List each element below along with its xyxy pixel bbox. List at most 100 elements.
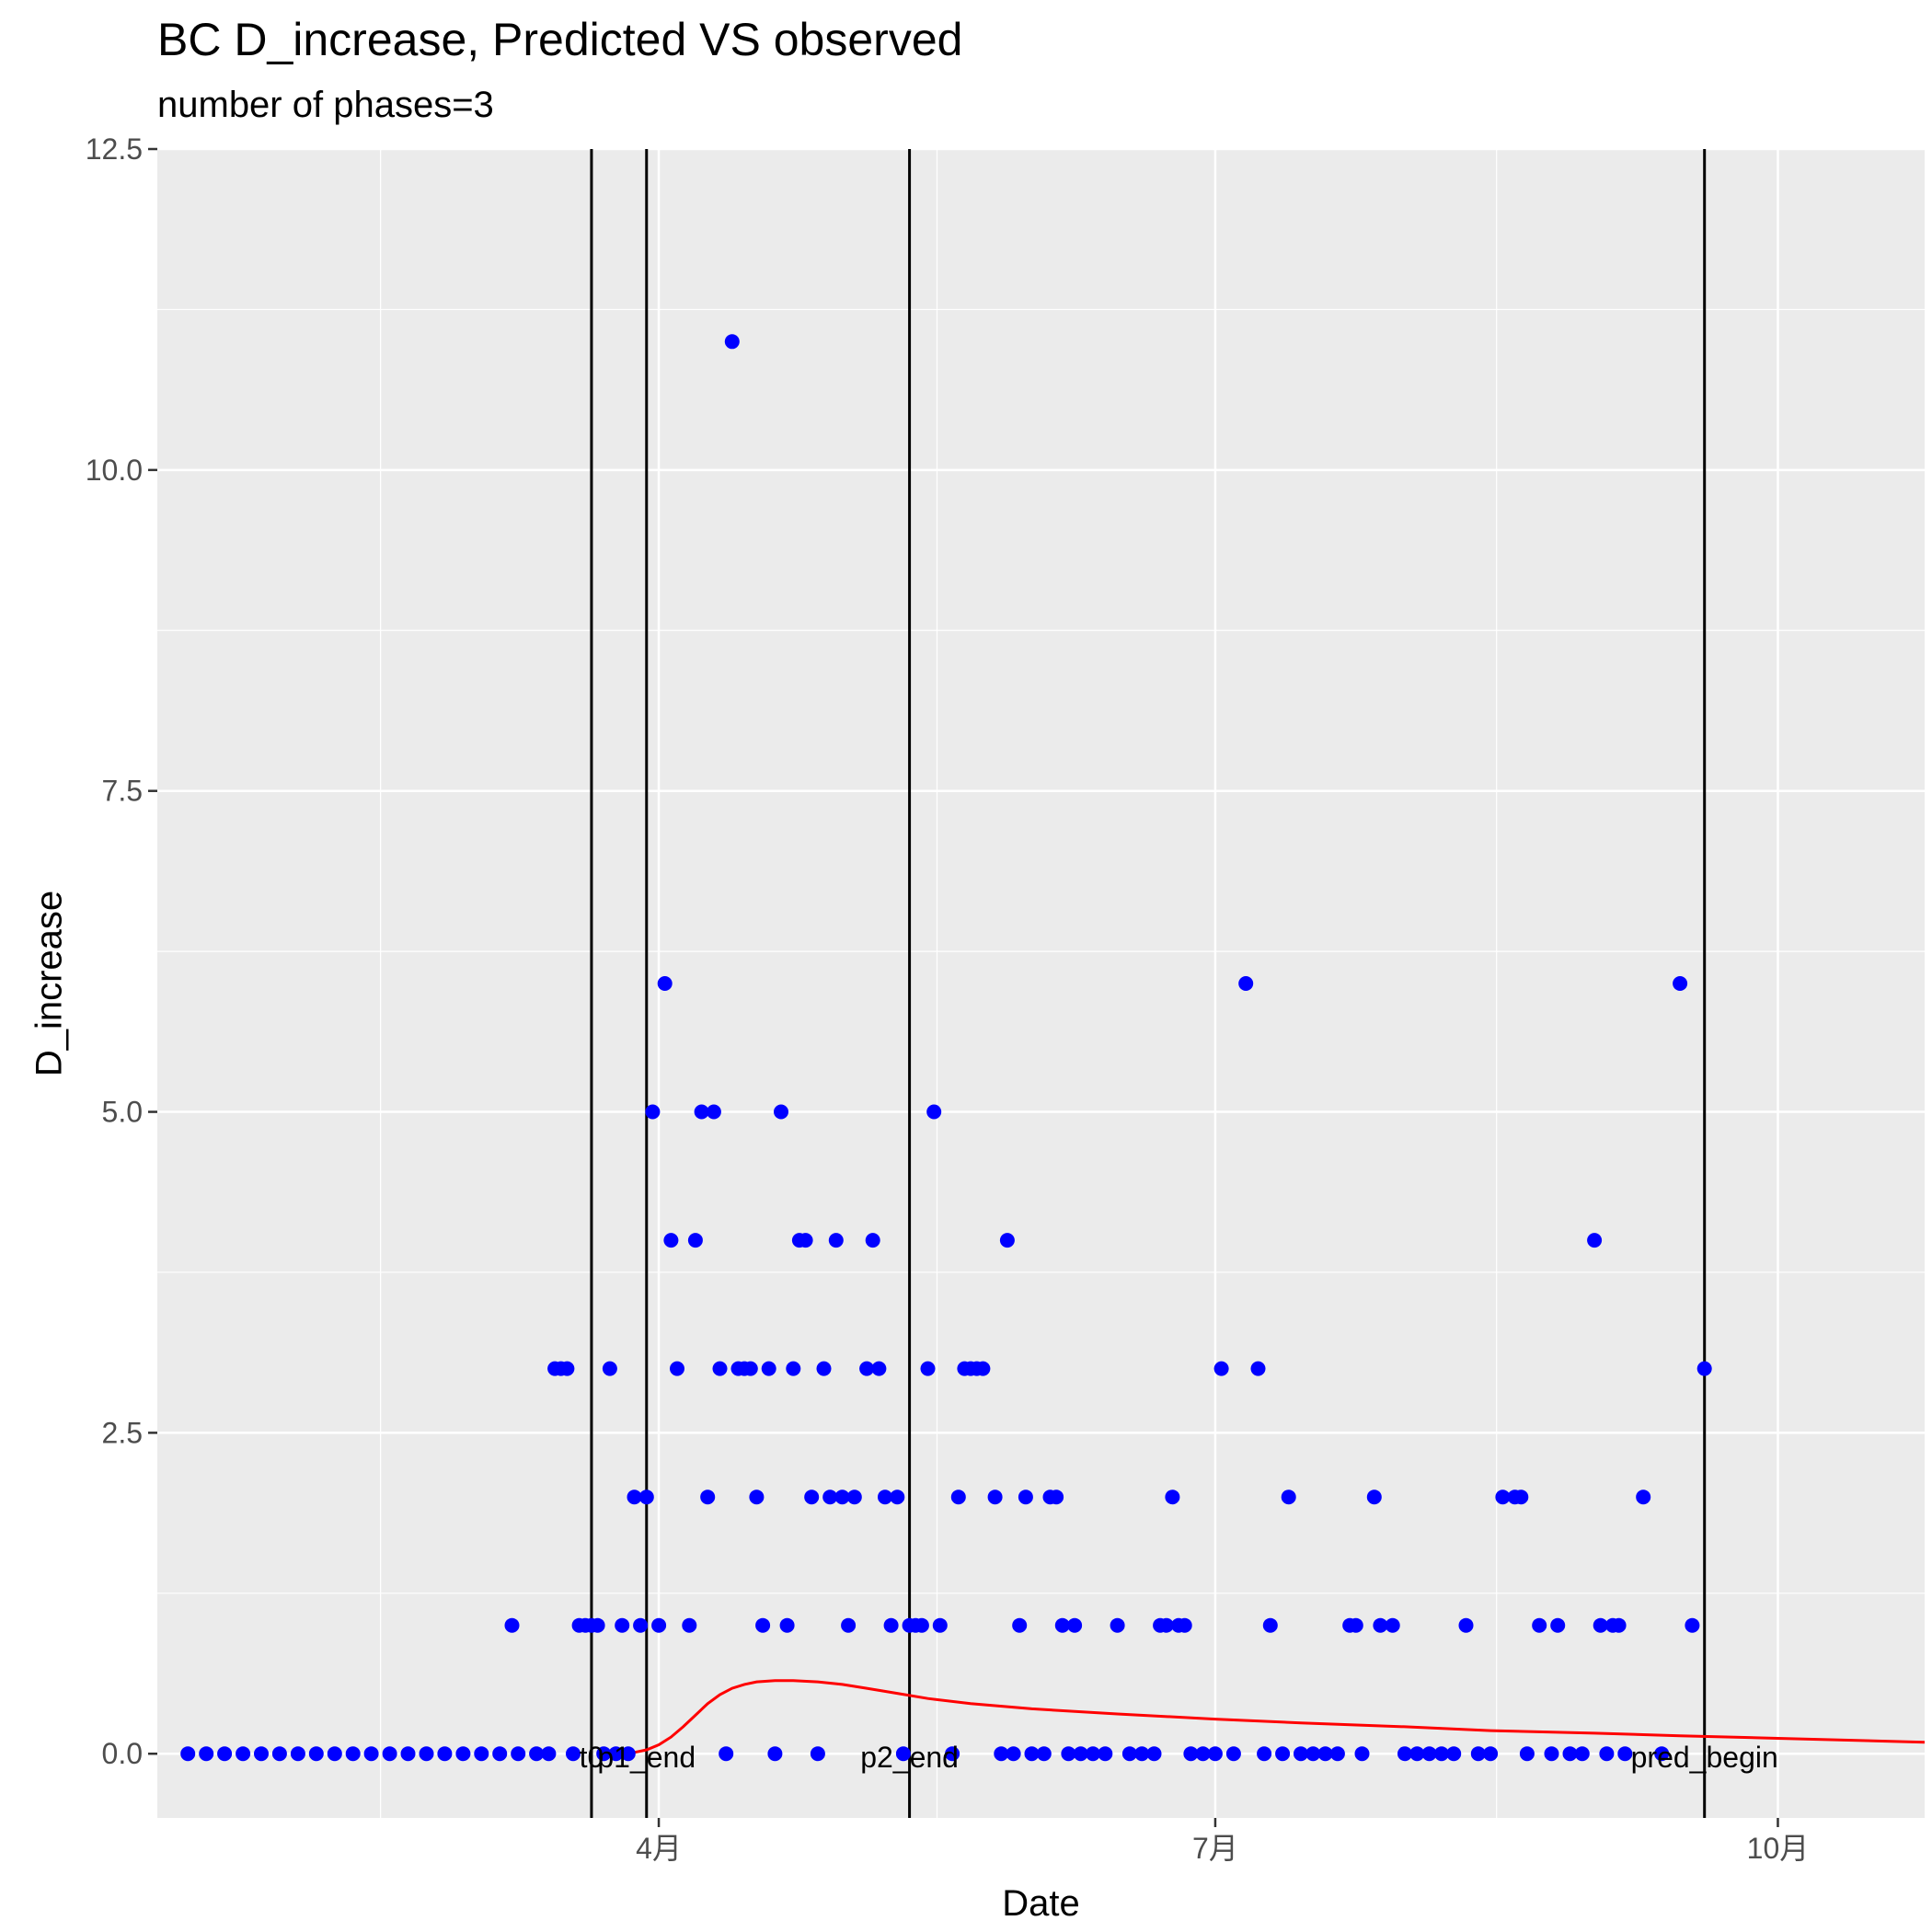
chart-title: BC D_increase, Predicted VS observed [157, 14, 963, 65]
data-point [474, 1746, 489, 1762]
data-point [633, 1617, 649, 1633]
data-point [1024, 1746, 1040, 1762]
data-point [199, 1746, 214, 1762]
data-point [1617, 1746, 1633, 1762]
data-point [1654, 1746, 1670, 1762]
data-point [719, 1746, 734, 1762]
data-point [615, 1617, 630, 1633]
y-tick-label: 0.0 [102, 1737, 143, 1770]
data-point [1067, 1617, 1083, 1633]
x-axis: 4月 7月 10月 [636, 1818, 1809, 1865]
data-point [834, 1489, 850, 1505]
data-point [566, 1746, 581, 1762]
data-point [767, 1746, 783, 1762]
data-point [865, 1233, 880, 1248]
data-point [1366, 1489, 1382, 1505]
data-point [1207, 1746, 1223, 1762]
data-point [419, 1746, 434, 1762]
data-point [999, 1233, 1015, 1248]
chart-subtitle: number of phases=3 [157, 85, 494, 125]
data-point [871, 1361, 887, 1376]
data-point [1098, 1746, 1113, 1762]
data-point [1348, 1617, 1363, 1633]
data-point [290, 1746, 305, 1762]
data-point [1250, 1361, 1266, 1376]
data-point [1073, 1746, 1088, 1762]
data-point [511, 1746, 526, 1762]
data-point [779, 1617, 795, 1633]
data-point [1329, 1746, 1345, 1762]
data-point [590, 1617, 605, 1633]
data-point [1562, 1746, 1578, 1762]
predicted-line [622, 1679, 1926, 1755]
data-point [804, 1489, 820, 1505]
data-point [559, 1361, 575, 1376]
y-tick-label: 10.0 [86, 454, 143, 487]
data-point [694, 1104, 709, 1120]
data-point [1421, 1746, 1437, 1762]
data-point [1636, 1489, 1651, 1505]
data-point [492, 1746, 508, 1762]
data-point [1587, 1233, 1603, 1248]
data-point [1696, 1361, 1712, 1376]
data-point [749, 1489, 765, 1505]
data-point [1433, 1746, 1449, 1762]
data-point [363, 1746, 379, 1762]
data-point [437, 1746, 453, 1762]
phase-label: p2_end [860, 1741, 959, 1774]
data-point [455, 1746, 471, 1762]
data-point [1532, 1617, 1547, 1633]
data-point [1550, 1617, 1566, 1633]
data-point [994, 1746, 1009, 1762]
data-point [1036, 1746, 1052, 1762]
data-point [1281, 1489, 1296, 1505]
data-point [724, 334, 740, 350]
data-point [1519, 1746, 1535, 1762]
data-point [1110, 1617, 1125, 1633]
data-point [529, 1746, 545, 1762]
data-point [620, 1746, 636, 1762]
data-point [638, 1489, 654, 1505]
data-point [596, 1746, 612, 1762]
data-point [651, 1617, 667, 1633]
data-point [1195, 1746, 1211, 1762]
data-point [816, 1361, 832, 1376]
data-point [682, 1617, 697, 1633]
data-point [1409, 1746, 1425, 1762]
data-point [1397, 1746, 1412, 1762]
minor-gridlines [157, 149, 1925, 1818]
data-point [382, 1746, 397, 1762]
data-point [846, 1489, 862, 1505]
data-point [950, 1489, 966, 1505]
data-point [1385, 1617, 1400, 1633]
phase-label: p1_end [597, 1741, 696, 1774]
data-point [822, 1489, 838, 1505]
data-point [945, 1746, 960, 1762]
data-point [1225, 1746, 1241, 1762]
data-point [1495, 1489, 1511, 1505]
data-point [308, 1746, 324, 1762]
data-point [687, 1233, 703, 1248]
data-point [1213, 1361, 1229, 1376]
data-point [1086, 1746, 1100, 1762]
data-point [1673, 976, 1688, 991]
data-point [1305, 1746, 1321, 1762]
data-point [975, 1361, 991, 1376]
data-point [1134, 1746, 1150, 1762]
data-point [1165, 1489, 1180, 1505]
data-point [504, 1617, 520, 1633]
data-point [1275, 1746, 1291, 1762]
data-point [1317, 1746, 1333, 1762]
data-point [271, 1746, 287, 1762]
data-point [1599, 1746, 1615, 1762]
data-point [645, 1104, 661, 1120]
y-axis-label: D_increase [29, 891, 70, 1076]
data-point [1611, 1617, 1627, 1633]
x-tick-label: 10月 [1747, 1832, 1810, 1865]
data-point [786, 1361, 801, 1376]
x-axis-label: Date [1002, 1883, 1080, 1924]
data-point [602, 1361, 617, 1376]
phase-label: pred_begin [1631, 1741, 1778, 1774]
data-point [541, 1746, 557, 1762]
data-point [327, 1746, 342, 1762]
